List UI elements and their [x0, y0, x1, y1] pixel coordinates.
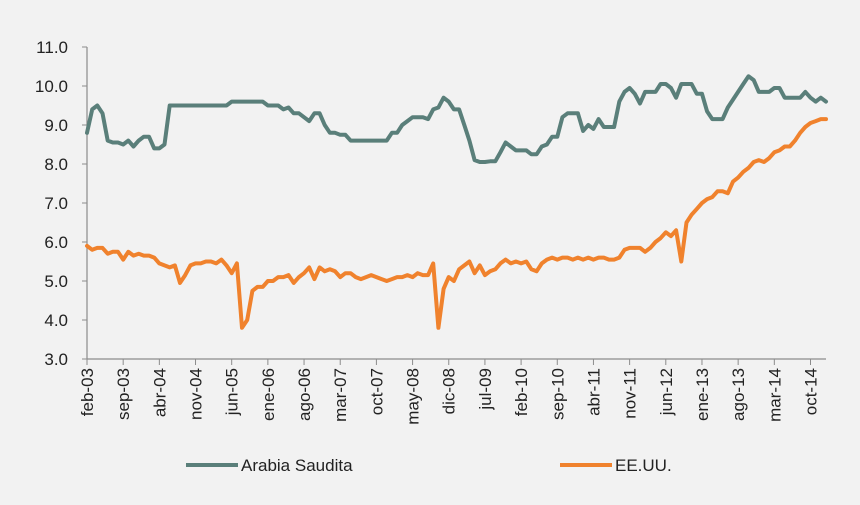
y-tick-label: 3.0	[44, 350, 68, 369]
x-tick-label: ene-06	[259, 368, 278, 421]
series-line-ee-uu	[85, 117, 828, 330]
x-tick-label: ene-13	[693, 368, 712, 421]
x-tick-label: dic-08	[440, 368, 459, 414]
legend: Arabia Saudita EE.UU.	[186, 456, 672, 475]
x-tick-label: mar-14	[765, 368, 784, 422]
x-tick-label: ago-13	[729, 368, 748, 421]
x-tick-label: feb-03	[78, 368, 97, 416]
x-tick-label: nov-11	[621, 368, 640, 419]
x-tick-label: sep-03	[114, 368, 133, 420]
y-tick-label: 6.0	[44, 233, 68, 252]
x-axis: feb-03 sep-03 abr-04 nov-04 jun-05 ene-06 ago-…	[78, 359, 820, 425]
x-tick-label: feb-10	[512, 368, 531, 416]
x-tick-label: ago-06	[295, 368, 314, 421]
y-axis: 3.0 4.0 5.0 6.0 7.0 8.0 9.0 10.0 11.0	[35, 38, 87, 369]
x-tick-label: jul-09	[476, 368, 495, 411]
x-tick-label: jun-05	[223, 368, 242, 416]
y-tick-label: 4.0	[44, 311, 68, 330]
x-tick-label: abr-04	[150, 368, 169, 417]
x-tick-label: nov-04	[187, 368, 206, 420]
y-tick-label: 7.0	[44, 194, 68, 213]
series-line-arabia-saudita	[85, 74, 828, 164]
y-tick-label: 10.0	[35, 77, 68, 96]
x-tick-label: mar-07	[331, 368, 350, 422]
x-tick-label: jun-12	[657, 368, 676, 416]
series-group	[85, 74, 828, 330]
y-tick-label: 5.0	[44, 272, 68, 291]
y-tick-label: 9.0	[44, 116, 68, 135]
x-tick-label: oct-14	[801, 368, 820, 415]
x-tick-label: sep-10	[548, 368, 567, 420]
y-tick-label: 8.0	[44, 155, 68, 174]
legend-label: Arabia Saudita	[241, 456, 353, 475]
x-tick-label: oct-07	[367, 368, 386, 415]
x-tick-label: may-08	[404, 368, 423, 425]
legend-label: EE.UU.	[615, 456, 672, 475]
x-tick-label: abr-11	[584, 368, 603, 416]
y-tick-label: 11.0	[36, 38, 68, 57]
